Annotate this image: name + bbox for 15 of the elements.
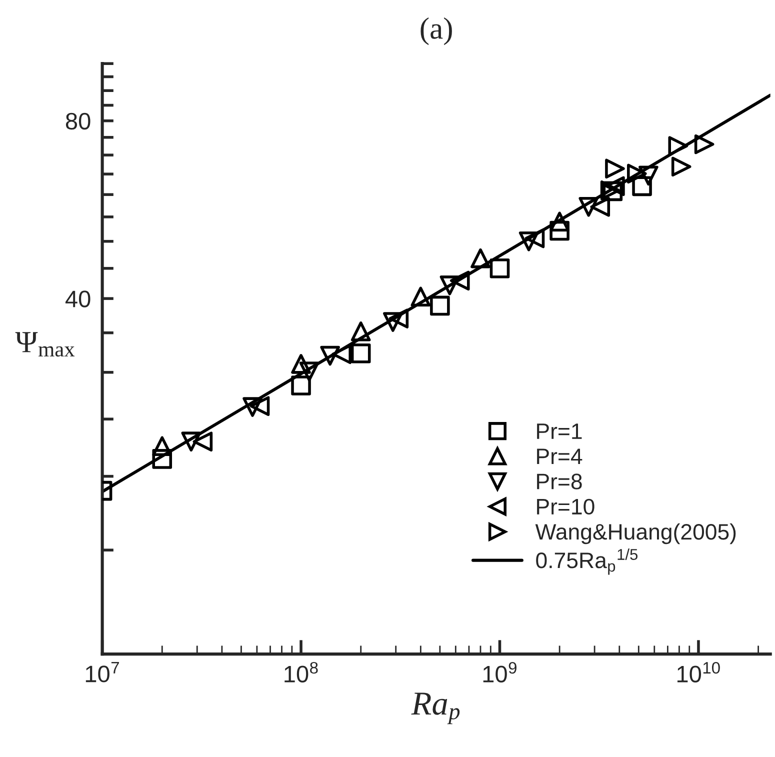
legend-label: Pr=8 (537, 474, 582, 490)
legend-label: 0.75Ra$_{p}$$^{1/5}$ (536, 548, 638, 575)
x-tick-label: 10$^{8}$ (284, 662, 318, 682)
chart-title: (a) (420, 17, 452, 46)
y-tick-label: 40 (65, 290, 90, 308)
x-tick-label: 10$^{10}$ (677, 662, 720, 682)
legend-label: Pr=1 (537, 424, 582, 439)
x-tick-label: 10$^{9}$ (483, 662, 516, 682)
legend-label: Pr=4 (537, 448, 582, 464)
legend-label: Wang&Huang(2005) (535, 523, 736, 544)
y-axis-title: Ψ$_{max}$ (15, 332, 75, 357)
legend-label: Pr=10 (537, 498, 594, 515)
y-tick-label: 80 (66, 112, 90, 130)
x-axis-title: Ra$_{p}$ (411, 692, 460, 724)
x-tick-label: 10$^{7}$ (86, 662, 119, 682)
